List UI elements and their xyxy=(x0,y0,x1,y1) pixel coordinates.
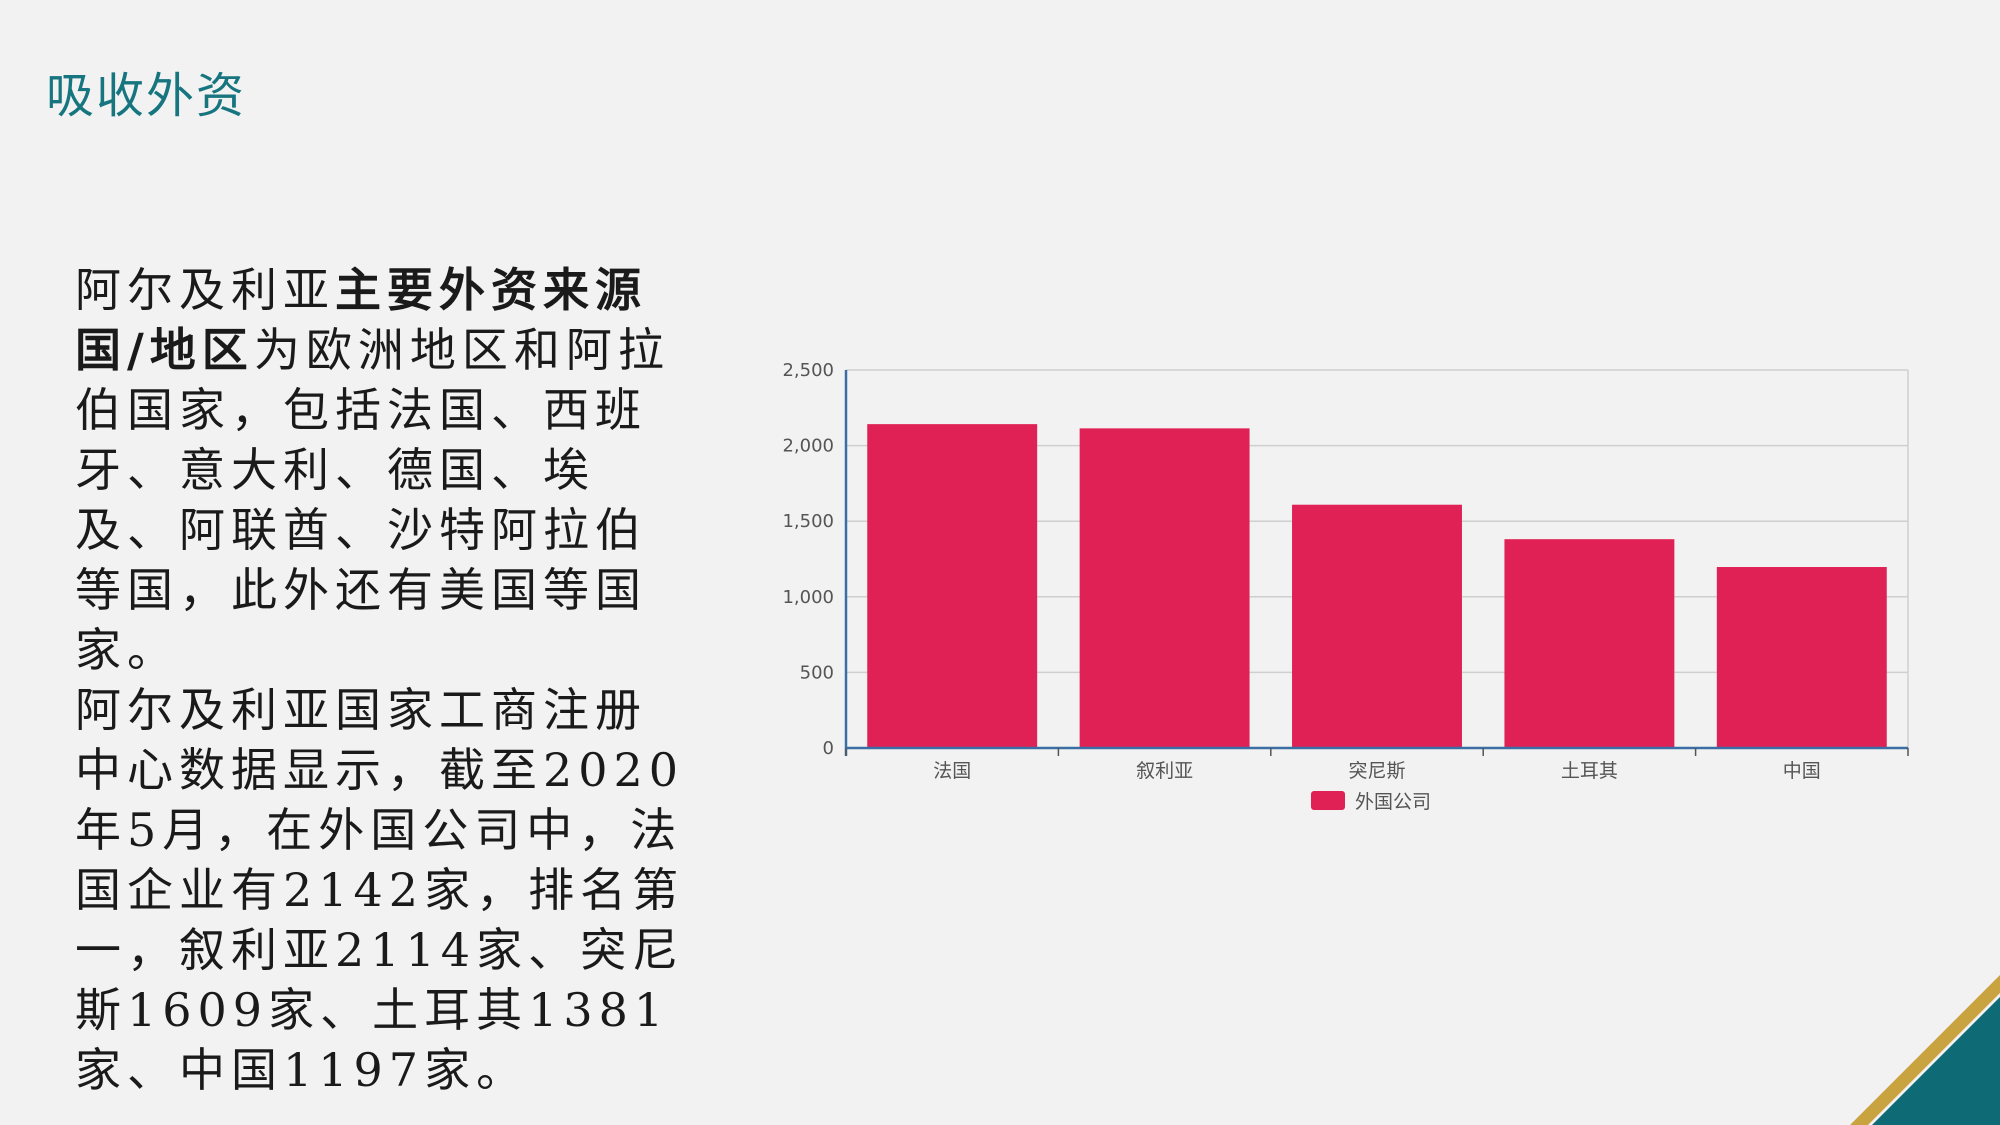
y-tick-label: 0 xyxy=(823,738,834,759)
p1-bold: 主要外资来源国/地区 xyxy=(75,263,647,377)
p1-prefix: 阿尔及利亚 xyxy=(75,263,335,317)
corner-teal-triangle xyxy=(1872,997,2000,1125)
bar xyxy=(1716,567,1887,748)
corner-gold-stripe xyxy=(1850,975,2000,1125)
bar xyxy=(1292,504,1462,748)
y-tick-label: 500 xyxy=(800,662,834,683)
bar xyxy=(1079,428,1250,748)
y-tick-label: 2,500 xyxy=(782,360,834,381)
bar xyxy=(867,424,1038,748)
x-tick-label: 法国 xyxy=(933,760,971,782)
x-tick-label: 中国 xyxy=(1783,760,1821,782)
x-tick-label: 叙利亚 xyxy=(1136,760,1193,782)
body-text: 阿尔及利亚主要外资来源国/地区为欧洲地区和阿拉伯国家，包括法国、西班牙、意大利、… xyxy=(75,260,685,1100)
x-tick-label: 突尼斯 xyxy=(1348,760,1405,782)
corner-decoration xyxy=(1850,975,2000,1125)
legend-label: 外国公司 xyxy=(1355,791,1431,813)
p1-suffix: 为欧洲地区和阿拉伯国家，包括法国、西班牙、意大利、德国、埃及、阿联酋、沙特阿拉伯… xyxy=(75,323,670,677)
y-tick-label: 1,500 xyxy=(782,511,834,532)
y-tick-label: 2,000 xyxy=(782,436,834,457)
bar xyxy=(1504,539,1675,748)
paragraph-statistics: 阿尔及利亚国家工商注册中心数据显示，截至2020年5月，在外国公司中，法国企业有… xyxy=(75,683,685,1097)
y-tick-label: 1,000 xyxy=(782,587,834,608)
x-tick-label: 土耳其 xyxy=(1561,760,1618,782)
bar-chart: 0 500 1,000 1,500 2,000 2,500 法国 叙利亚 突尼斯 土耳其 中国外国公… xyxy=(782,360,1909,813)
paragraph-sources: 阿尔及利亚主要外资来源国/地区为欧洲地区和阿拉伯国家，包括法国、西班牙、意大利、… xyxy=(75,260,685,680)
legend-swatch xyxy=(1311,791,1345,810)
slide-title: 吸收外资 xyxy=(46,68,247,124)
